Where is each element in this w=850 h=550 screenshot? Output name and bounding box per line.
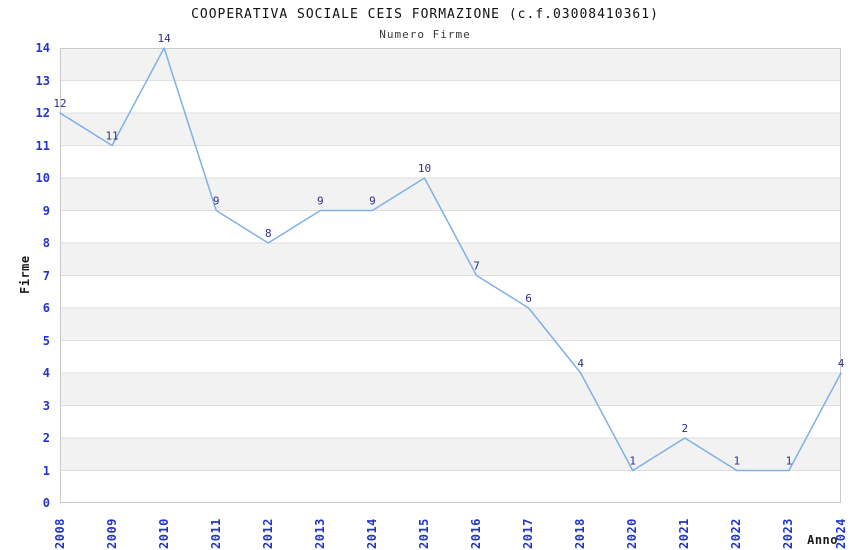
grid-band <box>60 48 841 81</box>
x-tick-label: 2018 <box>573 518 588 549</box>
data-point-label: 1 <box>629 455 636 468</box>
data-point-label: 9 <box>213 195 220 208</box>
grid-band <box>60 373 841 406</box>
y-tick-label: 13 <box>35 73 50 88</box>
x-tick-label: 2013 <box>312 518 327 549</box>
x-tick-label: 2023 <box>781 518 796 549</box>
data-point-label: 1 <box>734 455 741 468</box>
data-point-label: 4 <box>838 357 845 370</box>
grid-band <box>60 308 841 341</box>
data-point-label: 12 <box>53 97 66 110</box>
plot-border <box>60 48 841 503</box>
grid-band <box>60 178 841 211</box>
y-tick-label: 12 <box>35 106 50 120</box>
x-tick-label: 2008 <box>52 518 67 549</box>
y-tick-label: 9 <box>42 203 50 218</box>
line-series <box>59 47 842 472</box>
y-tick-label: 10 <box>35 171 50 185</box>
data-point-label: 2 <box>681 422 688 435</box>
x-tick-label: 2011 <box>208 518 223 549</box>
x-tick-label: 2017 <box>521 518 536 549</box>
grid-band <box>60 243 841 276</box>
y-tick-label: 6 <box>42 301 50 315</box>
y-tick-label: 7 <box>42 268 50 283</box>
data-point-label: 9 <box>369 195 376 208</box>
data-point-label: 14 <box>158 32 172 45</box>
x-tick-label: 2016 <box>469 518 484 549</box>
y-tick-label: 3 <box>42 398 50 413</box>
grid-band <box>60 113 841 146</box>
y-axis-title: Firme <box>18 255 32 294</box>
data-point-label: 6 <box>525 292 532 305</box>
chart-title: COOPERATIVA SOCIALE CEIS FORMAZIONE (c.f… <box>191 7 659 22</box>
data-point-label: 11 <box>105 130 118 143</box>
x-tick-label: 2009 <box>104 518 119 549</box>
data-point-label: 10 <box>418 162 431 175</box>
y-tick-label: 1 <box>42 463 50 478</box>
y-tick-label: 14 <box>35 41 50 55</box>
data-point-label: 4 <box>577 357 584 370</box>
x-axis-title: Anno <box>807 533 838 547</box>
x-tick-label: 2021 <box>677 518 692 549</box>
y-tick-label: 5 <box>42 333 50 348</box>
y-tick-label: 11 <box>35 138 50 153</box>
x-tick-label: 2015 <box>416 518 431 549</box>
data-point-label: 8 <box>265 227 272 240</box>
x-tick-label: 2010 <box>156 518 171 549</box>
data-point-label: 7 <box>473 260 480 273</box>
y-tick-label: 4 <box>42 366 50 380</box>
y-tick-label: 2 <box>42 431 50 445</box>
y-tick-label: 0 <box>42 496 50 510</box>
chart-subtitle: Numero Firme <box>379 28 471 41</box>
x-tick-label: 2020 <box>625 518 640 549</box>
grid-band <box>60 438 841 471</box>
data-point-label: 9 <box>317 195 324 208</box>
y-tick-label: 8 <box>42 236 50 250</box>
x-tick-label: 2012 <box>260 518 275 549</box>
x-tick-label: 2014 <box>364 518 379 549</box>
y-axis: 0 1 2 3 4 5 6 7 8 9 10 11 12 13 14 <box>0 0 50 550</box>
data-point-label: 1 <box>786 455 793 468</box>
x-tick-label: 2022 <box>729 518 744 549</box>
